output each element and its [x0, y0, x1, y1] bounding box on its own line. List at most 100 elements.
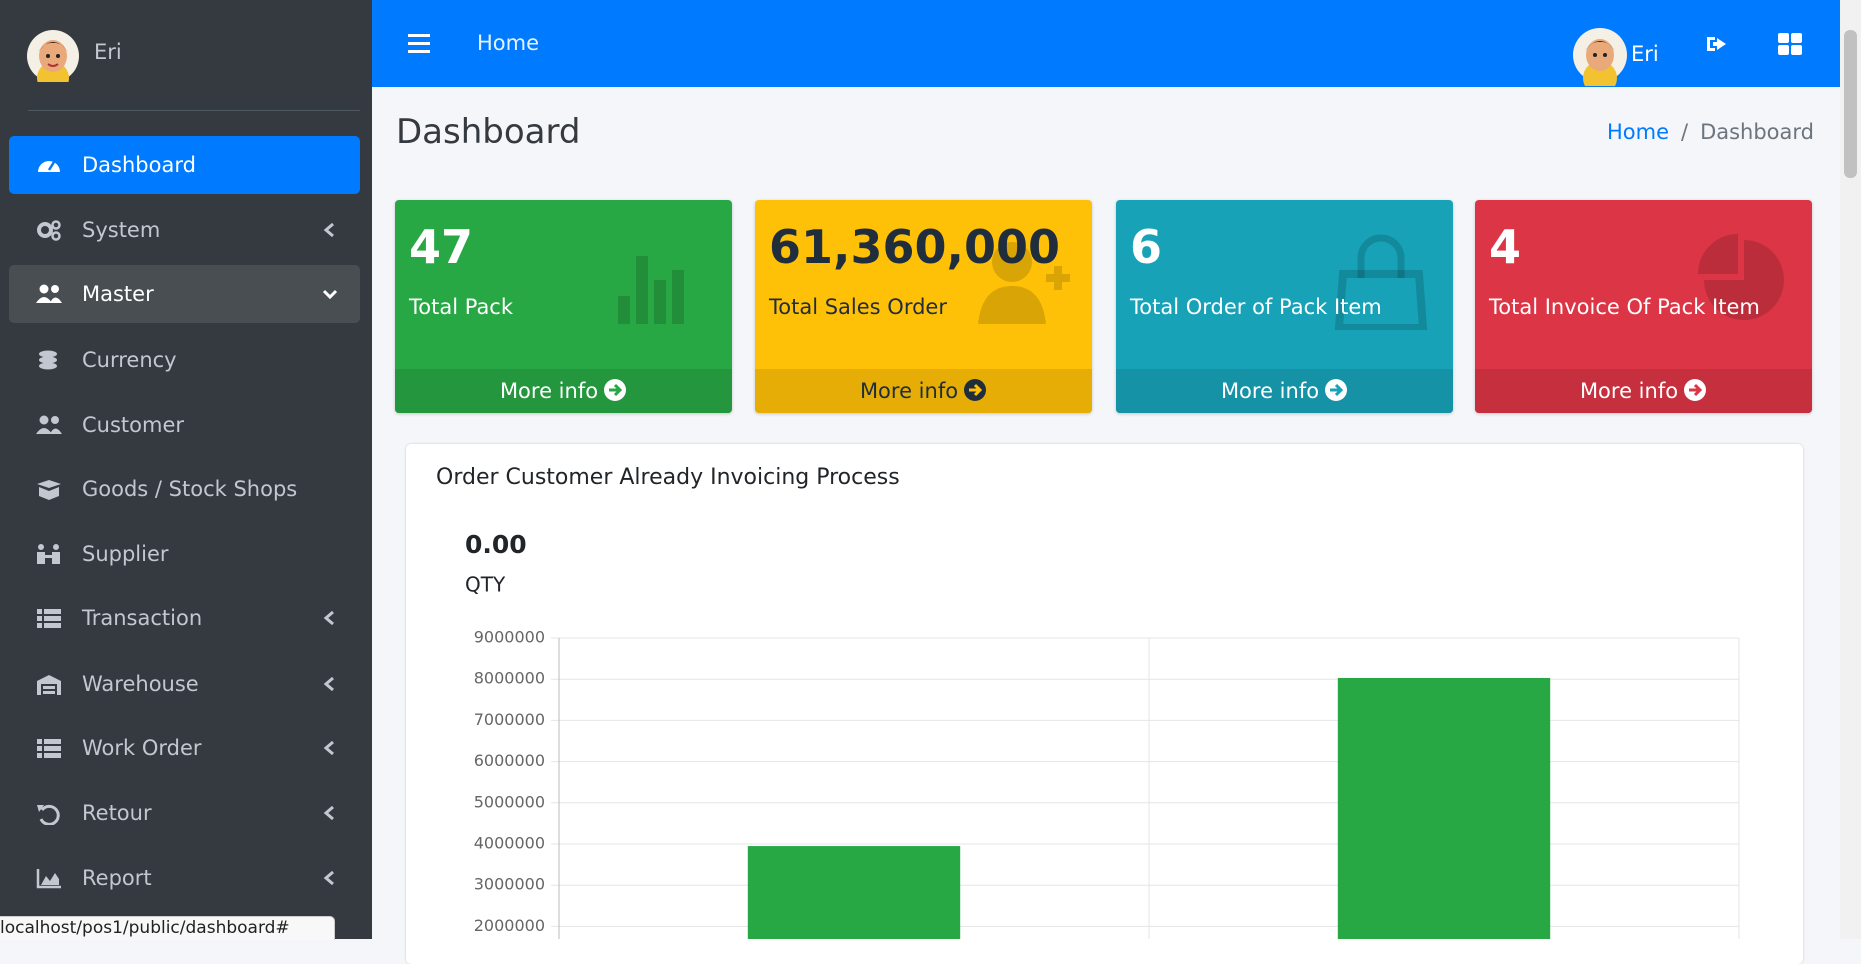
chevron: [323, 289, 337, 300]
menu-item[interactable]: Supplier: [9, 525, 360, 583]
menu-label[interactable]: Warehouse: [82, 672, 199, 696]
status-bar: localhost/pos1/public/dashboard#: [0, 916, 335, 940]
menu-icon: [37, 739, 61, 758]
menu-icon: [37, 804, 60, 825]
menu-item[interactable]: Master: [9, 265, 360, 323]
navbar[interactable]: Home Eri: [372, 0, 1840, 87]
scroll-thumb[interactable]: [1844, 30, 1857, 178]
info-card: 6 Total Order of Pack Item More info: [1116, 200, 1453, 413]
arrow-icon: [1684, 379, 1707, 401]
menu-icon: [39, 350, 57, 370]
card-label: Total Invoice Of Pack Item: [1489, 295, 1760, 319]
card-value: 61,360,000: [769, 220, 1061, 274]
menu-label[interactable]: Currency: [82, 348, 177, 372]
chevron: [323, 223, 334, 237]
card-icon: [618, 256, 684, 324]
chevron: [323, 806, 334, 820]
chart: Order Customer Already Invoicing Process…: [436, 465, 1740, 939]
chevron: [323, 741, 334, 755]
menu-icon: [38, 161, 60, 172]
menu-label[interactable]: Customer: [82, 413, 185, 437]
card-value: 6: [1130, 220, 1163, 274]
menu-icon: [37, 675, 61, 695]
scrollbar[interactable]: [1840, 0, 1861, 939]
more-info[interactable]: More info: [499, 379, 599, 403]
menu-label[interactable]: Dashboard: [82, 153, 196, 177]
menu-label[interactable]: Master: [82, 282, 154, 306]
card-footer[interactable]: More info: [1116, 369, 1453, 413]
bar: [1337, 677, 1551, 939]
chart-card: [406, 444, 1803, 964]
menu-item[interactable]: Retour: [9, 784, 360, 842]
more-info[interactable]: More info: [859, 379, 959, 403]
card-icon: [1335, 234, 1428, 330]
menu-item[interactable]: Currency: [9, 331, 360, 389]
info-card: 61,360,000 Total Sales Order More info: [755, 200, 1092, 413]
card-label: Total Order of Pack Item: [1130, 295, 1382, 319]
bar: [747, 846, 961, 939]
y-axis-label: QTY: [465, 573, 506, 597]
nav-user[interactable]: Eri: [1631, 42, 1659, 66]
menu-label[interactable]: Transaction: [82, 606, 203, 630]
menu-toggle[interactable]: [408, 33, 432, 55]
arrow-icon: [604, 379, 627, 401]
menu-label[interactable]: Supplier: [82, 542, 169, 566]
y-tick-label: 4000000: [474, 834, 545, 853]
nav-avatar: [1573, 28, 1627, 86]
grid-icon[interactable]: [1778, 33, 1804, 57]
more-info[interactable]: More info: [1220, 379, 1320, 403]
menu-icon: [37, 544, 60, 564]
nav-home[interactable]: Home: [477, 31, 540, 55]
card-footer[interactable]: More info: [755, 369, 1092, 413]
menu-item[interactable]: Dashboard: [9, 136, 360, 194]
card-label: Total Sales Order: [769, 295, 947, 319]
breadcrumb-separator: /: [1680, 120, 1689, 144]
y-tick-label: 9000000: [474, 628, 545, 647]
more-info[interactable]: More info: [1579, 379, 1679, 403]
chevron: [323, 871, 334, 885]
y-tick-label: 7000000: [474, 710, 545, 729]
menu-item[interactable]: Goods / Stock Shops: [9, 460, 360, 518]
card-value: 47: [409, 220, 474, 274]
menu-icon: [36, 869, 61, 889]
card-icon: [1698, 234, 1784, 320]
menu-icon: [37, 480, 61, 500]
breadcrumb-current: Dashboard: [1700, 120, 1814, 144]
logout-icon[interactable]: [1705, 33, 1731, 55]
y-tick-label: 5000000: [474, 792, 545, 811]
breadcrumb-link[interactable]: Home: [1606, 120, 1669, 144]
user-name: Eri: [94, 40, 122, 64]
chart-subtitle: 0.00: [465, 530, 527, 559]
menu-item[interactable]: Report: [9, 849, 360, 907]
menu-label[interactable]: Work Order: [82, 736, 202, 760]
chevron: [323, 611, 334, 625]
card-label: Total Pack: [409, 295, 514, 319]
card-icon: [978, 242, 1070, 324]
info-card: 47 Total Pack More info: [395, 200, 732, 413]
arrow-icon: [964, 379, 987, 401]
card-value: 4: [1489, 220, 1522, 274]
card-footer[interactable]: More info: [1475, 369, 1812, 413]
arrow-icon: [1325, 379, 1348, 401]
menu-item[interactable]: System: [9, 201, 360, 259]
menu-label[interactable]: Goods / Stock Shops: [82, 477, 298, 501]
menu-item[interactable]: Work Order: [9, 719, 360, 777]
page-title: Dashboard: [396, 112, 581, 152]
chevron: [323, 677, 334, 691]
menu-item[interactable]: Warehouse: [9, 655, 360, 713]
y-tick-label: 2000000: [474, 916, 545, 935]
menu-label[interactable]: System: [82, 218, 161, 242]
card-footer[interactable]: More info: [395, 369, 732, 413]
menu-label[interactable]: Retour: [82, 801, 152, 825]
chart-title: Order Customer Already Invoicing Process: [436, 465, 900, 490]
sidebar: Eri Dashboard System Master Currency Custome…: [0, 0, 372, 939]
menu-item[interactable]: Customer: [9, 396, 360, 454]
menu-icon: [36, 284, 62, 303]
avatar: [27, 30, 79, 82]
y-tick-label: 8000000: [474, 669, 545, 688]
breadcrumb: Home / Dashboard: [1607, 120, 1814, 144]
menu-label[interactable]: Report: [82, 866, 152, 890]
info-card: 4 Total Invoice Of Pack Item More info: [1475, 200, 1812, 413]
menu-item[interactable]: Transaction: [9, 589, 360, 647]
